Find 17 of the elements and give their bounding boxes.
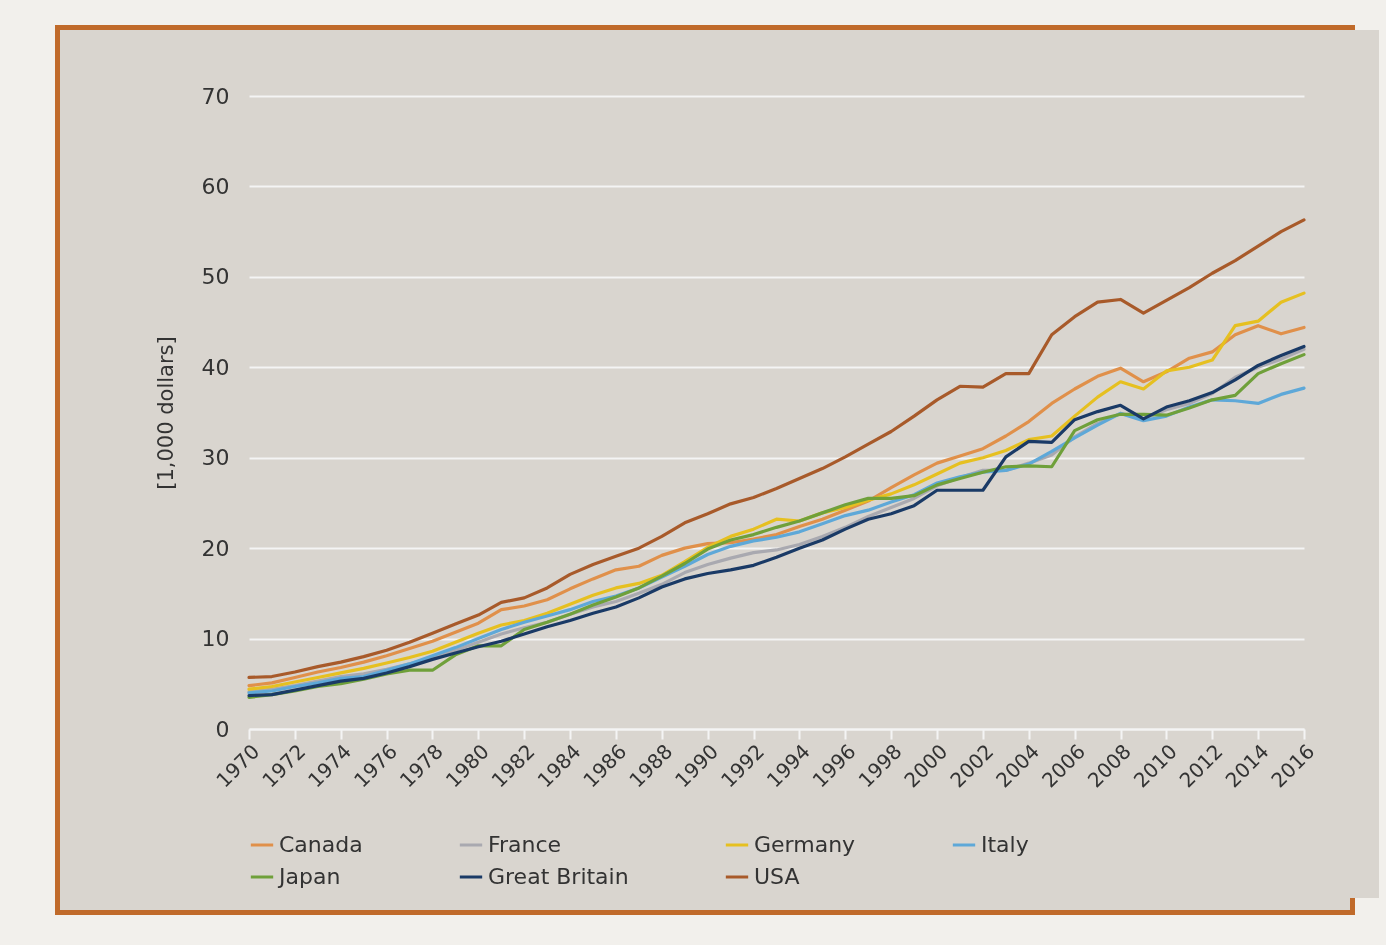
line-series — [247, 218, 1306, 680]
legend-label: Great Britain — [488, 864, 629, 889]
legend-label: Canada — [279, 832, 363, 857]
legend-label: Germany — [754, 832, 856, 857]
y-axis-title: [1,000 dollars] — [153, 336, 178, 490]
legend-label: Japan — [277, 864, 341, 889]
y-tick-label: 40 — [201, 354, 230, 380]
y-tick-label: 30 — [201, 445, 230, 471]
y-tick-label: 60 — [201, 173, 230, 199]
y-tick-label: 50 — [201, 264, 230, 290]
y-tick-label: 20 — [201, 535, 230, 561]
y-tick-label: 10 — [201, 626, 230, 652]
y-tick-label: 0 — [215, 716, 230, 742]
legend-label: USA — [754, 864, 800, 889]
legend-label: Italy — [981, 832, 1029, 857]
legend-label: France — [488, 832, 562, 857]
y-tick-label: 70 — [201, 83, 230, 109]
